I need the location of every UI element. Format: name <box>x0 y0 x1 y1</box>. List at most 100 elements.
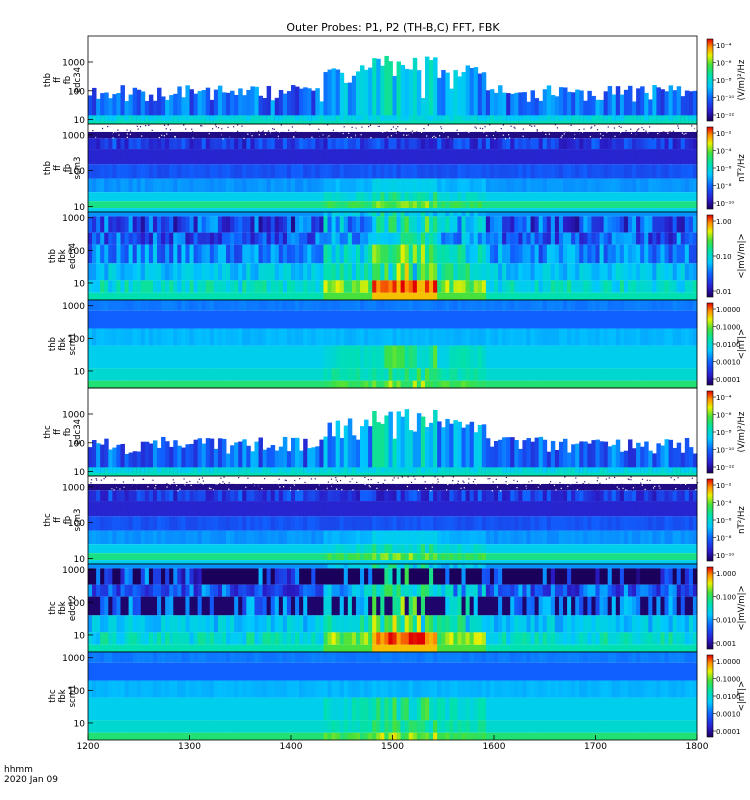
panel-label-line: ff <box>53 76 63 83</box>
colorbar-unit: (V/m)²/Hz <box>737 411 747 452</box>
panel-8: 10 100 1000 thc fbk scm1 1.0000 0.1000 0.0100 0.0… <box>48 652 747 740</box>
colorbar-unit: <|nT|> <box>737 681 747 712</box>
panel-label-line: fbk <box>58 601 68 614</box>
spectrogram-image <box>88 564 697 652</box>
x-tick-label: 1700 <box>584 742 607 752</box>
colorbar-unit: nT²/Hz <box>737 506 747 534</box>
x-tick-label: 1200 <box>77 742 100 752</box>
spectrogram-image <box>88 56 697 124</box>
colorbar-tick-label: 0.0001 <box>716 376 741 384</box>
colorbar-unit: <|nT|> <box>737 329 747 360</box>
x-tick-label: 1300 <box>178 742 201 752</box>
colorbar <box>707 479 713 561</box>
colorbar-unit: (V/m)²/Hz <box>737 59 747 100</box>
colorbar-tick-label: 10⁻¹⁰ <box>716 200 734 208</box>
y-tick-label: 10 <box>74 719 86 729</box>
panel-7: 101001000thc fbk edc121.0000.1000.0100.001… <box>48 564 747 652</box>
panel-label-line: fb <box>63 428 73 436</box>
panel-6: 10 100 1000 thc ff fb scm3 10⁻² 10⁻⁴ 10⁻⁶ 10⁻⁸ 10⁻¹… <box>43 476 747 565</box>
x-axis-date: 2020 Jan 09 <box>4 775 58 785</box>
spectrogram-image <box>88 212 697 300</box>
colorbar-tick-label: 10⁻² <box>716 130 732 138</box>
panel-label-line: scm1 <box>68 685 78 708</box>
colorbar-tick-label: 10⁻⁶ <box>716 517 732 525</box>
y-tick-label: 10 <box>74 116 86 126</box>
colorbar-tick-label: 0.001 <box>716 640 736 648</box>
y-tick-label: 1000 <box>62 131 85 141</box>
colorbar <box>707 391 713 473</box>
panel-1: 10 100 1000 thb ff fb edc34 10⁻⁴ 10⁻⁶ 10⁻⁸ 10⁻¹⁰ 10… <box>43 36 747 126</box>
colorbar-tick-label: 1.0000 <box>716 658 741 666</box>
colorbar-tick-label: 0.010 <box>716 617 736 625</box>
y-tick-label: 1000 <box>62 654 85 664</box>
panel-label-line: thb <box>43 73 53 87</box>
y-tick-label: 1000 <box>62 214 85 224</box>
colorbar-tick-label: 10⁻⁴ <box>716 394 732 402</box>
panel-label-line: thb <box>48 249 58 263</box>
panel-label-line: edc34 <box>73 419 83 445</box>
colorbar-tick-label: 10⁻¹⁰ <box>716 95 734 103</box>
colorbar <box>707 303 713 385</box>
y-tick-label: 10 <box>74 203 86 213</box>
panel-label-line: fb <box>63 516 73 524</box>
panel-label-line: edc12 <box>68 595 78 621</box>
colorbar <box>707 39 713 121</box>
panel-label-line: thb <box>43 161 53 175</box>
x-axis-label: hhmm <box>4 765 33 775</box>
panel-label-line: fb <box>63 164 73 172</box>
colorbar-tick-label: 10⁻² <box>716 482 732 490</box>
panel-label-line: thc <box>48 601 58 615</box>
panel-label-line: edc34 <box>68 243 78 269</box>
panel-3: 10 100 1000 thb fbk edc34 1.00 0.10 0.01 <|mV/m|> <box>48 212 747 300</box>
colorbar-tick-label: 10⁻⁴ <box>716 500 732 508</box>
panel-label-line: thc <box>48 689 58 703</box>
colorbar-tick-label: 1.00 <box>716 218 732 226</box>
x-tick-label: 1500 <box>381 742 404 752</box>
y-tick-label: 10 <box>74 367 86 377</box>
panel-2: 101001000thb ff fb scm310⁻²10⁻⁴10⁻⁶10⁻⁸10⁻¹… <box>43 124 747 213</box>
x-tick-label: 1800 <box>686 742 709 752</box>
spectrogram-image <box>88 300 697 388</box>
y-tick-label: 1000 <box>62 483 85 493</box>
colorbar-tick-label: 10⁻¹² <box>716 464 734 472</box>
panel-label-line: thc <box>43 425 53 439</box>
panel-label-line: edc34 <box>73 67 83 93</box>
panel-label-line: ff <box>53 428 63 435</box>
panels-group: 101001000thb ff fb edc3410⁻⁴10⁻⁶10⁻⁸10⁻¹⁰10… <box>43 36 747 740</box>
y-tick-label: 10 <box>74 468 86 478</box>
colorbar-tick-label: 10⁻⁶ <box>716 165 732 173</box>
panel-4: 101001000thb fbk scm11.00000.10000.01000.0… <box>48 300 747 388</box>
colorbar-tick-label: 0.01 <box>716 288 732 296</box>
colorbar-unit: <|mV/m|> <box>737 233 747 278</box>
panel-label-line: fbk <box>58 337 68 350</box>
spectrogram-image <box>88 409 697 476</box>
colorbar-tick-label: 10⁻¹⁰ <box>716 552 734 560</box>
colorbar <box>707 567 713 649</box>
colorbar-tick-label: 10⁻⁶ <box>716 60 732 68</box>
panel-label-line: scm1 <box>68 333 78 356</box>
panel-label-line: thb <box>48 337 58 351</box>
panel-label-line: ff <box>53 164 63 171</box>
colorbar-tick-label: 10⁻⁶ <box>716 412 732 420</box>
colorbar-tick-label: 10⁻⁸ <box>716 535 732 543</box>
panel-label-line: thc <box>43 513 53 527</box>
colorbar-tick-label: 1.000 <box>716 570 736 578</box>
colorbar <box>707 215 713 297</box>
y-tick-label: 10 <box>74 631 86 641</box>
x-tick-label: 1400 <box>280 742 303 752</box>
colorbar <box>707 127 713 209</box>
panel-label-line: ff <box>53 516 63 523</box>
colorbar-tick-label: 10⁻⁸ <box>716 429 732 437</box>
colorbar-tick-label: 10⁻¹⁰ <box>716 447 734 455</box>
spectrogram-image <box>88 476 698 564</box>
colorbar-tick-label: 10⁻⁸ <box>716 77 732 85</box>
colorbar-tick-label: 10⁻⁴ <box>716 148 732 156</box>
panel-label-line: fb <box>63 76 73 84</box>
colorbar-tick-label: 1.0000 <box>716 306 741 314</box>
panel-5: 101001000thc ff fb edc3410⁻⁴10⁻⁶10⁻⁸10⁻¹⁰10… <box>43 388 747 478</box>
y-tick-label: 1000 <box>62 302 85 312</box>
colorbar-tick-label: 10⁻⁴ <box>716 42 732 50</box>
spectrogram-image <box>88 124 698 212</box>
colorbar-tick-label: 0.100 <box>716 593 736 601</box>
